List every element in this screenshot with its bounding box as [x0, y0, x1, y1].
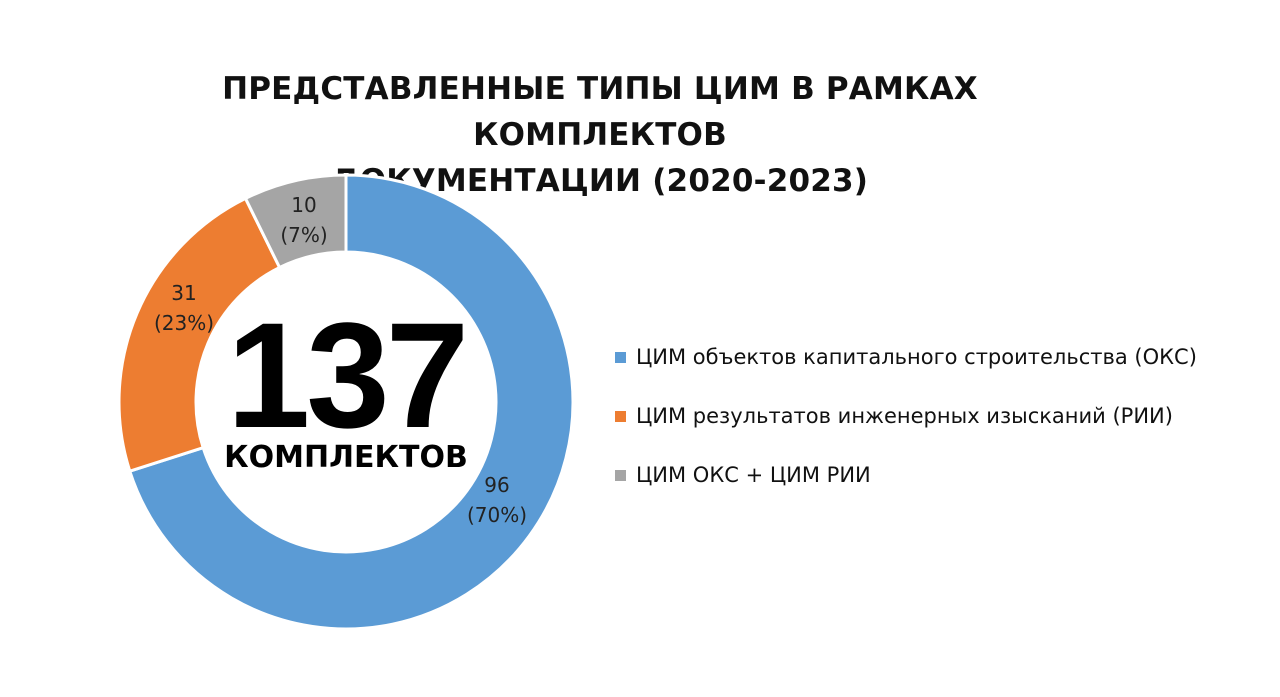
legend-label-rii: ЦИМ результатов инженерных изысканий (РИ…: [636, 404, 1173, 428]
legend-label-oks: ЦИМ объектов капитального строительства …: [636, 345, 1197, 369]
slice-percent-oks: (70%): [466, 503, 528, 527]
slice-value-rii: 31: [171, 281, 197, 305]
chart-title-line-1: ПРЕДСТАВЛЕННЫЕ ТИПЫ ЦИМ В РАМКАХ КОМПЛЕК…: [222, 71, 978, 153]
chart-legend: ЦИМ объектов капитального строительства …: [615, 337, 1197, 514]
legend-swatch-oks: [615, 351, 626, 363]
chart-title: ПРЕДСТАВЛЕННЫЕ ТИПЫ ЦИМ В РАМКАХ КОМПЛЕК…: [100, 66, 1100, 204]
total-count-label: КОМПЛЕКТОВ: [224, 440, 468, 475]
legend-item-oks: ЦИМ объектов капитального строительства …: [615, 337, 1197, 377]
legend-item-rii: ЦИМ результатов инженерных изысканий (РИ…: [615, 396, 1197, 436]
legend-swatch-rii: [615, 410, 626, 422]
slice-label-rii: 31 (23%): [124, 278, 244, 338]
donut-slice-oks: [127, 173, 575, 631]
slice-label-oks: 96 (70%): [437, 470, 557, 530]
total-count: 137: [226, 291, 469, 459]
legend-item-combined: ЦИМ ОКС + ЦИМ РИИ: [615, 455, 1197, 495]
slice-percent-combined: (7%): [280, 223, 328, 247]
legend-swatch-combined: [615, 469, 626, 481]
legend-label-combined: ЦИМ ОКС + ЦИМ РИИ: [636, 463, 871, 487]
slice-label-combined: 10 (7%): [244, 190, 364, 250]
slice-value-oks: 96: [484, 473, 510, 497]
slice-value-combined: 10: [291, 193, 317, 217]
donut-slice-combined: [243, 173, 348, 270]
donut-slice-rii: [117, 196, 282, 474]
slice-percent-rii: (23%): [153, 311, 215, 335]
